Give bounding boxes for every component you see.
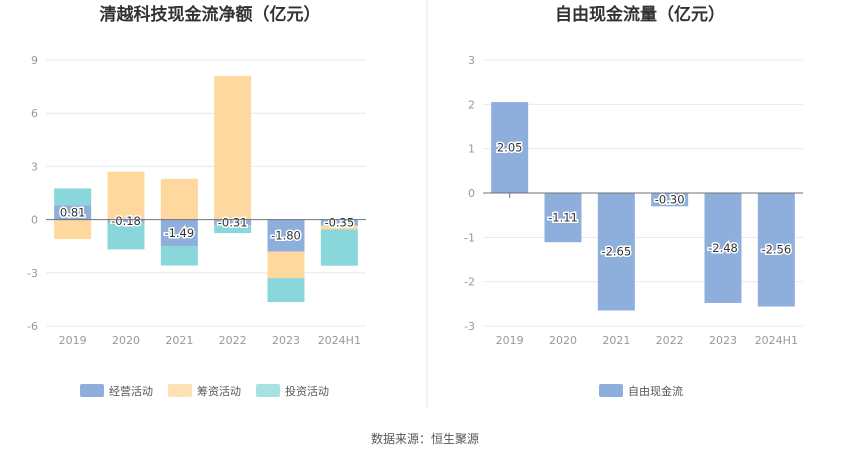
bar-自由现金流 <box>597 193 635 311</box>
legend-label: 投资活动 <box>285 384 329 398</box>
x-tick-label: 2022 <box>219 334 247 347</box>
y-tick-label: 9 <box>31 54 38 67</box>
legend-swatch <box>168 384 192 397</box>
y-tick-label: 0 <box>31 214 38 227</box>
y-tick-label: 6 <box>31 107 38 120</box>
chart-title: 自由现金流量（亿元） <box>555 4 725 25</box>
bar-投资活动 <box>160 246 198 266</box>
data-label: -2.65 <box>601 245 631 259</box>
bar-经营活动 <box>160 219 198 247</box>
legend-item[interactable]: 投资活动 <box>256 384 329 398</box>
x-tick-label: 2021 <box>165 334 193 347</box>
bar-筹资活动 <box>214 75 252 220</box>
legend-swatch <box>599 384 623 397</box>
bar-自由现金流 <box>704 193 742 303</box>
bar-筹资活动 <box>160 178 198 220</box>
bar-投资活动 <box>107 222 145 250</box>
bar-筹资活动 <box>107 171 145 220</box>
bar-经营活动 <box>214 219 252 226</box>
legend-item[interactable]: 筹资活动 <box>168 384 241 398</box>
bar-经营活动 <box>54 205 92 220</box>
bar-筹资活动 <box>320 225 358 230</box>
bar-投资活动 <box>320 229 358 266</box>
data-label: 2.05 <box>497 141 523 155</box>
bar-自由现金流 <box>544 193 582 243</box>
x-tick-label: 2024H1 <box>318 334 361 347</box>
chart-title: 清越科技现金流净额（亿元） <box>100 4 321 25</box>
y-tick-label: -3 <box>27 267 38 280</box>
bar-自由现金流 <box>757 193 795 307</box>
x-tick-label: 2022 <box>656 334 684 347</box>
y-tick-label: -3 <box>464 320 475 333</box>
y-tick-label: -2 <box>464 276 475 289</box>
x-tick-label: 2019 <box>496 334 524 347</box>
x-tick-label: 2019 <box>59 334 87 347</box>
y-tick-label: 2 <box>468 98 475 111</box>
y-tick-label: 3 <box>468 54 475 67</box>
data-label: -1.11 <box>548 211 578 225</box>
legend-item[interactable]: 自由现金流 <box>599 384 683 398</box>
bar-经营活动 <box>320 219 358 226</box>
bar-筹资活动 <box>54 219 92 240</box>
bar-自由现金流 <box>491 102 529 193</box>
data-label: -0.35 <box>324 216 354 230</box>
legend-label: 自由现金流 <box>628 384 683 398</box>
data-label: 0.81 <box>60 205 86 219</box>
data-label: -0.31 <box>218 215 248 229</box>
bar-经营活动 <box>267 219 305 252</box>
x-tick-label: 2023 <box>272 334 300 347</box>
data-label: -0.30 <box>655 193 685 207</box>
y-tick-label: 0 <box>468 187 475 200</box>
data-source-note: 数据来源：恒生聚源 <box>371 431 479 446</box>
x-tick-label: 2020 <box>112 334 140 347</box>
legend-swatch <box>256 384 280 397</box>
bar-经营活动 <box>107 219 145 223</box>
legend-item[interactable]: 经营活动 <box>80 384 153 398</box>
bar-自由现金流 <box>651 193 689 207</box>
x-tick-label: 2023 <box>709 334 737 347</box>
data-label: -1.80 <box>271 229 301 243</box>
cash-flow-net-chart: 清越科技现金流净额（亿元） -6 -3 0 3 6 9 0.81 -0.18 -1.49 -0.31… <box>27 4 366 398</box>
x-tick-label: 2024H1 <box>755 334 798 347</box>
data-label: -2.56 <box>761 243 791 257</box>
data-label: -1.49 <box>164 226 194 240</box>
y-tick-label: 1 <box>468 143 475 156</box>
bar-筹资活动 <box>267 251 305 279</box>
bar-投资活动 <box>214 225 252 234</box>
bar-投资活动 <box>267 278 305 303</box>
legend-swatch <box>80 384 104 397</box>
y-tick-label: -1 <box>464 231 475 244</box>
legend-label: 经营活动 <box>109 384 153 398</box>
x-tick-label: 2020 <box>549 334 577 347</box>
y-tick-label: 3 <box>31 160 38 173</box>
legend-label: 筹资活动 <box>197 384 241 398</box>
data-label: -2.48 <box>708 241 738 255</box>
bar-投资活动 <box>54 188 92 206</box>
data-label: -0.18 <box>111 214 141 228</box>
y-tick-label: -6 <box>27 320 38 333</box>
x-tick-label: 2021 <box>602 334 630 347</box>
free-cash-flow-chart: 自由现金流量（亿元） -3 -2 -1 0 1 2 3 2.05 -1.11 -2.65 -0.30 -… <box>464 4 803 398</box>
